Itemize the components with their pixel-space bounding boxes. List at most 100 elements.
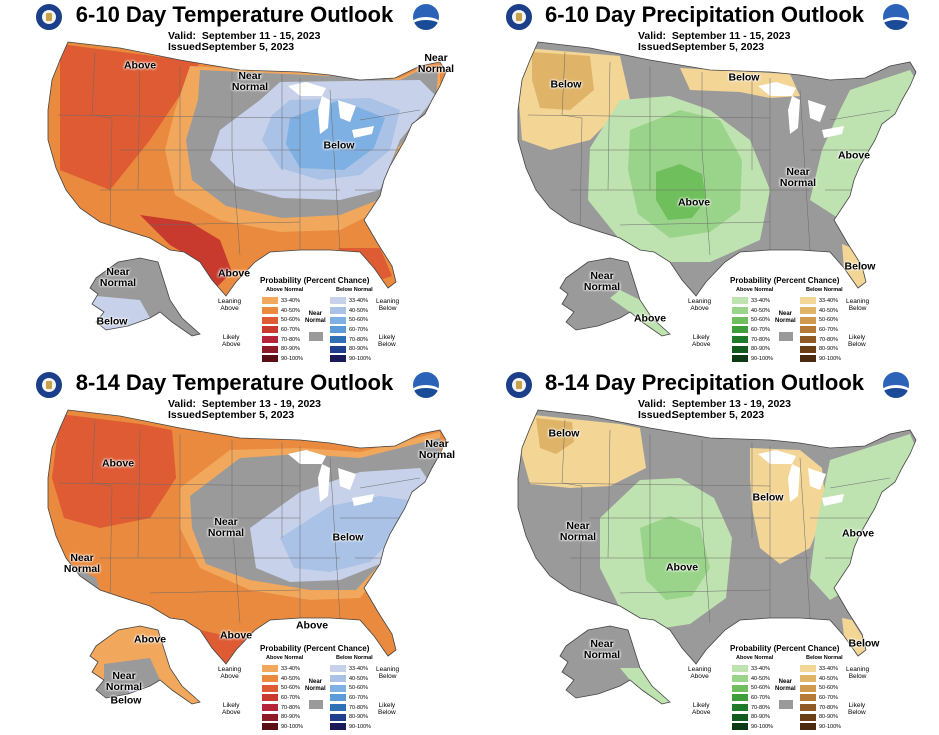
legend-range-label: 50-60% [819, 685, 838, 692]
legend-swatch-row: 50-60% [800, 683, 841, 693]
legend-range-label: 60-70% [819, 326, 838, 333]
legend-swatch-row: 50-60% [330, 315, 371, 325]
forecast-zone [842, 618, 866, 656]
legend-range-label: 50-60% [819, 317, 838, 324]
legend-swatch-row: 50-60% [262, 683, 303, 693]
legend-swatch [262, 713, 278, 721]
state-border [619, 221, 771, 226]
legend-swatch-row: 50-60% [330, 683, 371, 693]
legend-range-label: 70-80% [349, 336, 368, 343]
region-label: Below [728, 71, 760, 84]
legend-range-label: 50-60% [281, 685, 300, 692]
legend-near-normal: Near Normal [775, 311, 796, 324]
panel-title: 8-14 Day Precipitation Outlook [544, 370, 865, 395]
legend-swatch-row: 33-40% [262, 296, 303, 306]
forecast-zone [60, 44, 200, 190]
noaa-logo-icon [883, 372, 909, 398]
panel-dates: Valid: September 11 - 15, 2023 Issued: S… [168, 31, 320, 53]
alaska-outline [89, 257, 201, 337]
legend-range-label: 33-40% [281, 297, 300, 304]
legend-swatch [330, 704, 346, 712]
outlook-panel-precip-6-10: 6-10 Day Precipitation Outlook Valid: Se… [470, 0, 939, 367]
legend-swatch [262, 316, 278, 324]
legend-range-label: 33-40% [819, 297, 838, 304]
legend-title: Probability (Percent Chance) [260, 276, 370, 285]
legend-range-label: 80-90% [281, 346, 300, 353]
panel-title: 6-10 Day Temperature Outlook [75, 2, 394, 27]
legend-range-label: 70-80% [281, 336, 300, 343]
region-label: Below [844, 260, 876, 273]
state-border [799, 89, 811, 251]
legend-swatch [330, 307, 346, 315]
legend-left-swatches: 33-40% 40-50% 50-60% 60-70% 70-80% 80-90% 90-1… [262, 296, 303, 364]
legend-swatch [800, 297, 816, 305]
legend-swatch [330, 316, 346, 324]
great-lakes [758, 450, 844, 506]
conus-outline [47, 41, 447, 297]
legend-left-header: Above Normal [736, 287, 774, 293]
issued-value: September 5, 2023 [671, 41, 765, 53]
legend-range-label: 40-50% [751, 675, 770, 682]
legend-range-label: 40-50% [349, 307, 368, 314]
state-border [607, 429, 611, 559]
legend-swatch-row: 40-50% [330, 306, 371, 316]
legend-left-leaning: Leaning Above [688, 298, 712, 312]
panel-title: 6-10 Day Precipitation Outlook [544, 2, 865, 27]
legend-swatch-row: 60-70% [800, 325, 841, 335]
valid-value: September 13 - 19, 2023 [671, 398, 791, 410]
legend-swatch-row: 90-100% [262, 354, 303, 364]
region-label: Near Normal [559, 520, 597, 543]
legend-swatch [330, 684, 346, 692]
great-lakes [288, 450, 374, 506]
legend-range-label: 80-90% [281, 714, 300, 721]
forecast-zone [620, 668, 670, 704]
legend-swatch [330, 345, 346, 353]
legend-swatch-row: 40-50% [800, 306, 841, 316]
legend-right-header: Below Normal [806, 655, 843, 661]
legend-swatch-row: 70-80% [732, 335, 773, 345]
legend-swatch [732, 723, 748, 731]
issued-value: September 5, 2023 [201, 409, 295, 421]
state-border [149, 589, 301, 594]
legend-swatch-row: 90-100% [330, 354, 371, 364]
legend-swatch [800, 694, 816, 702]
legend-swatch [330, 723, 346, 731]
legend-swatch-row: 90-100% [732, 722, 773, 732]
legend-swatch-row: 70-80% [262, 335, 303, 345]
legend-swatch-row: 40-50% [262, 306, 303, 316]
outlook-panel-precip-8-14: 8-14 Day Precipitation Outlook Valid: Se… [470, 368, 939, 735]
legend-range-label: 33-40% [281, 665, 300, 672]
valid-label: Valid: [168, 30, 197, 42]
state-border [561, 419, 583, 487]
legend-swatch [330, 665, 346, 673]
panel-dates: Valid: September 11 - 15, 2023 Issued: S… [638, 31, 790, 53]
legend-right-header: Below Normal [336, 287, 373, 293]
conus-outline [517, 409, 917, 665]
region-label: Above [295, 619, 329, 632]
state-border [561, 51, 583, 119]
legend-right-leaning: Leaning Below [376, 666, 400, 680]
legend-range-label: 33-40% [751, 665, 770, 672]
legend-range-label: 90-100% [751, 355, 774, 362]
region-label: Near Normal [417, 52, 455, 75]
state-border [57, 114, 301, 119]
region-label: Above [101, 457, 135, 470]
legend-swatch-row: 90-100% [732, 354, 773, 364]
issued-value: September 5, 2023 [671, 409, 765, 421]
legend-swatch-row: 40-50% [330, 674, 371, 684]
legend-swatch-row: 80-90% [330, 344, 371, 354]
forecast-zone [286, 100, 385, 170]
legend-range-label: 60-70% [349, 694, 368, 701]
legend-swatch [732, 665, 748, 673]
legend-left-leaning: Leaning Above [218, 298, 242, 312]
forecast-zone [610, 290, 670, 336]
legend-left-swatches: 33-40% 40-50% 50-60% 60-70% 70-80% 80-90% 90-1… [262, 664, 303, 732]
legend-swatch-row: 80-90% [330, 712, 371, 722]
legend-left-leaning: Leaning Above [218, 666, 242, 680]
state-border [91, 419, 113, 487]
outlook-map [517, 41, 917, 337]
alaska-outline [559, 257, 671, 337]
legend-range-label: 60-70% [751, 694, 770, 701]
legend-swatch-row: 80-90% [732, 712, 773, 722]
legend-swatch [262, 704, 278, 712]
